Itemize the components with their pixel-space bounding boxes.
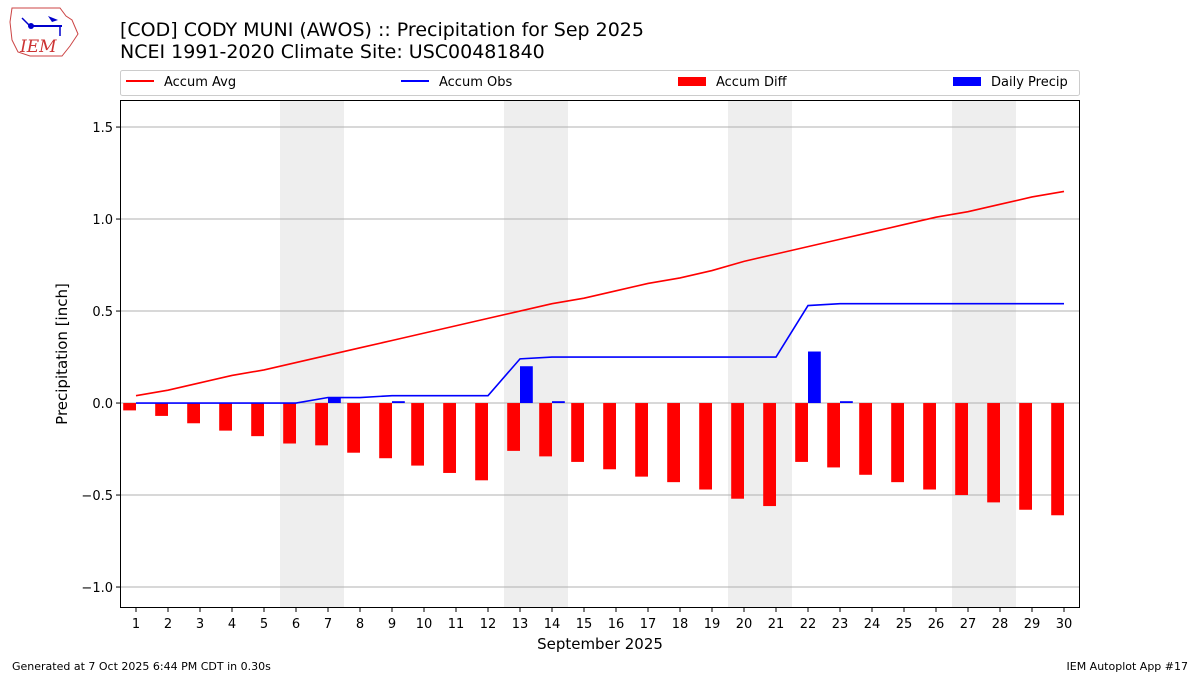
x-tick-label: 28	[992, 617, 1009, 632]
accum-diff-bar	[411, 403, 424, 466]
accum-diff-bar	[315, 403, 328, 446]
x-tick-label: 26	[928, 617, 945, 632]
x-tick-label: 27	[960, 617, 977, 632]
x-tick-label: 18	[672, 617, 689, 632]
y-tick-label: 0.0	[92, 397, 113, 412]
accum-diff-bar	[571, 403, 584, 462]
x-tick-label: 15	[576, 617, 593, 632]
x-tick-label: 22	[800, 617, 817, 632]
accum-diff-bar	[251, 403, 264, 437]
accum-diff-bar	[635, 403, 648, 477]
legend-label: Daily Precip	[991, 75, 1068, 90]
weekend-shade	[728, 100, 792, 608]
x-tick-label: 7	[324, 617, 332, 632]
accum-diff-bar	[731, 403, 744, 499]
accum-diff-bar	[923, 403, 936, 490]
weekend-shade	[952, 100, 1016, 608]
x-tick-label: 8	[356, 617, 364, 632]
daily-precip-bar	[392, 401, 405, 404]
legend-label: Accum Obs	[439, 75, 512, 90]
x-tick-label: 20	[736, 617, 753, 632]
legend-label: Accum Avg	[164, 75, 236, 90]
weekend-shade	[504, 100, 568, 608]
footer-app: IEM Autoplot App #17	[1067, 660, 1189, 673]
accum-diff-bar	[475, 403, 488, 481]
y-tick-label: −1.0	[81, 581, 113, 596]
accum-diff-bar	[795, 403, 808, 462]
accum-diff-bar	[187, 403, 200, 424]
x-tick-label: 25	[896, 617, 913, 632]
accum-diff-bar	[987, 403, 1000, 503]
x-tick-label: 5	[260, 617, 268, 632]
accum-diff-bar	[859, 403, 872, 475]
legend-swatch	[953, 77, 981, 86]
y-axis-label: Precipitation [inch]	[53, 283, 71, 425]
x-tick-label: 6	[292, 617, 300, 632]
iem-logo: IEM	[9, 7, 79, 57]
x-tick-label: 24	[864, 617, 881, 632]
accum-diff-bar	[379, 403, 392, 459]
x-tick-label: 13	[512, 617, 529, 632]
accum-diff-bar	[891, 403, 904, 483]
x-axis-label: September 2025	[537, 635, 663, 653]
x-tick-label: 4	[228, 617, 236, 632]
daily-precip-bar	[552, 401, 565, 404]
logo-text: IEM	[19, 37, 57, 57]
chart-title: [COD] CODY MUNI (AWOS) :: Precipitation …	[120, 19, 644, 41]
y-tick-label: 1.0	[92, 213, 113, 228]
footer-generated: Generated at 7 Oct 2025 6:44 PM CDT in 0…	[12, 660, 271, 673]
x-tick-label: 16	[608, 617, 625, 632]
legend-swatch	[678, 77, 706, 86]
accum-diff-bar	[699, 403, 712, 490]
x-tick-label: 29	[1024, 617, 1041, 632]
chart-subtitle: NCEI 1991-2020 Climate Site: USC00481840	[120, 41, 545, 63]
accum-avg-line	[135, 190, 1065, 397]
accum-diff-bar	[123, 403, 136, 411]
accum-diff-bar	[283, 403, 296, 444]
accum-diff-bar	[667, 403, 680, 483]
accum-diff-bar	[539, 403, 552, 457]
accum-obs-line	[136, 302, 1064, 404]
accum-diff-bar	[155, 403, 168, 416]
x-tick-label: 2	[164, 617, 172, 632]
accum-diff-bar	[443, 403, 456, 473]
daily-precip-bar	[520, 366, 533, 404]
x-tick-label: 10	[416, 617, 433, 632]
accum-diff-bar	[1051, 403, 1064, 516]
x-tick-label: 17	[640, 617, 657, 632]
accum-diff-bar	[763, 403, 776, 507]
legend: Accum Avg Accum Obs Accum Diff Daily Precip	[120, 70, 1080, 96]
x-tick-label: 23	[832, 617, 849, 632]
x-tick-label: 14	[544, 617, 561, 632]
accum-diff-bar	[955, 403, 968, 496]
accum-diff-bar	[1019, 403, 1032, 510]
daily-precip-bar	[840, 401, 853, 404]
y-tick-label: 1.5	[92, 121, 113, 136]
accum-diff-bar	[603, 403, 616, 470]
legend-label: Accum Diff	[716, 75, 788, 90]
y-tick-label: −0.5	[81, 489, 113, 504]
x-tick-label: 1	[132, 617, 140, 632]
plot-frame	[120, 100, 1080, 608]
x-tick-label: 19	[704, 617, 721, 632]
x-tick-label: 30	[1056, 617, 1073, 632]
x-tick-label: 21	[768, 617, 785, 632]
x-tick-label: 11	[448, 617, 465, 632]
accum-diff-bar	[347, 403, 360, 453]
accum-diff-bar	[507, 403, 520, 451]
x-tick-label: 3	[196, 617, 204, 632]
x-tick-label: 9	[388, 617, 396, 632]
daily-precip-bar	[328, 397, 341, 404]
x-tick-label: 12	[480, 617, 497, 632]
daily-precip-bar	[808, 351, 821, 404]
y-tick-label: 0.5	[92, 305, 113, 320]
accum-diff-bar	[219, 403, 232, 431]
accum-diff-bar	[827, 403, 840, 468]
